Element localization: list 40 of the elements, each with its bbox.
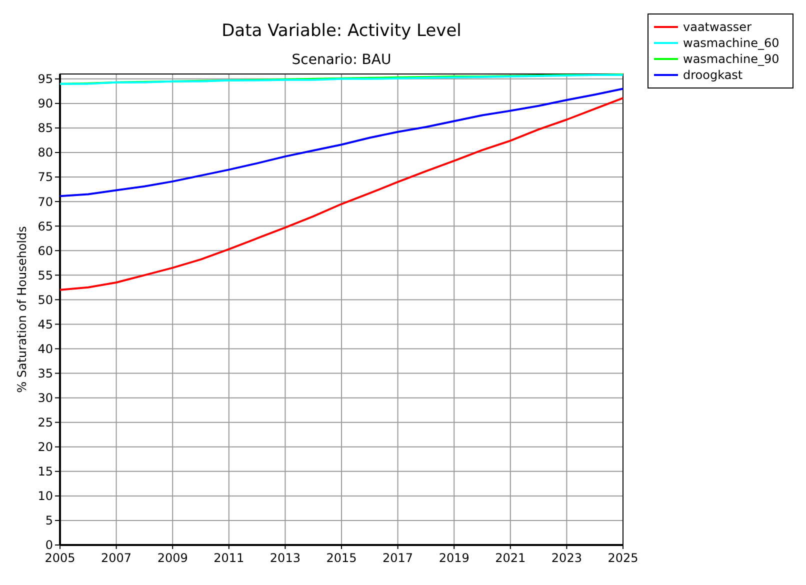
y-tick-label: 45 [38,317,53,332]
chart-title: Data Variable: Activity Level [222,21,462,41]
x-tick-label: 2023 [551,551,582,565]
y-tick-label: 40 [38,342,53,356]
x-tick-label: 2005 [44,551,76,565]
y-tick-label: 85 [38,121,53,136]
x-tick-label: 2011 [214,551,244,565]
x-tick-label: 2019 [438,551,470,565]
chart-subtitle: Scenario: BAU [292,52,392,68]
y-tick-label: 65 [38,219,53,234]
y-tick-label: 60 [38,244,53,258]
y-tick-label: 75 [38,170,53,184]
y-tick-label: 25 [38,416,53,430]
legend-label: wasmachine_90 [683,52,780,66]
legend-label: vaatwasser [683,20,752,34]
line-series [59,97,624,291]
y-tick-label: 10 [38,489,53,504]
y-tick-label: 50 [38,292,53,307]
y-axis-title: % Saturation of Households [15,226,29,393]
y-tick-label: 55 [38,268,53,282]
x-tick-label: 2007 [101,551,132,565]
y-tick-label: 5 [45,514,53,528]
y-tick-label: 90 [38,96,53,111]
y-tick-label: 30 [38,391,53,406]
x-tick-label: 2025 [608,551,638,565]
x-tick-label: 2013 [270,551,300,565]
x-tick-label: 2009 [157,551,188,565]
y-tick-label: 95 [38,72,53,86]
y-tick-label: 20 [38,440,53,454]
x-tick-label: 2015 [326,551,357,565]
legend-label: wasmachine_60 [683,36,780,50]
x-tick-label: 2021 [495,551,526,565]
y-tick-label: 80 [38,146,53,160]
x-tick-label: 2017 [382,551,414,565]
y-tick-label: 15 [38,464,53,479]
legend-label: droogkast [683,68,743,82]
line-series [59,88,624,198]
y-tick-label: 35 [38,366,53,380]
y-tick-label: 70 [38,194,53,209]
y-tick-label: 0 [45,538,53,552]
